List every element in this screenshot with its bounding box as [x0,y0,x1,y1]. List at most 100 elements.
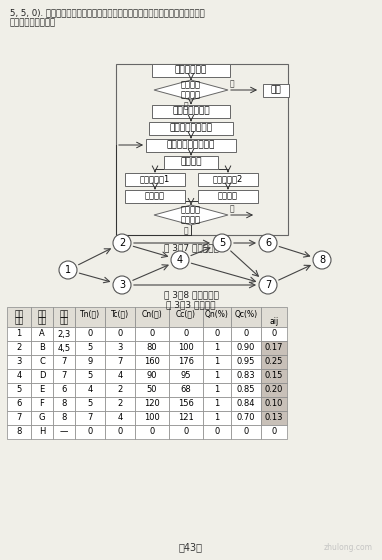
Text: B: B [39,343,45,352]
Text: 0: 0 [117,329,123,338]
Text: 100: 100 [178,343,194,352]
Text: 4: 4 [16,371,22,380]
Text: 7: 7 [87,413,93,422]
Text: 0.83: 0.83 [237,371,255,380]
Text: 转化为相对适应值: 转化为相对适应值 [170,124,212,133]
Bar [53,397,75,411]
Text: 图 3－7 算法流程图: 图 3－7 算法流程图 [163,243,219,252]
Bar [7,369,31,383]
Bar [203,355,231,369]
Bar [203,425,231,439]
Text: 2,3: 2,3 [57,329,71,338]
Bar [75,327,105,341]
Bar [164,156,218,169]
Bar [231,397,261,411]
Text: 0: 0 [183,329,189,338]
Text: H: H [39,427,45,436]
Text: 156: 156 [178,399,194,408]
Bar [7,355,31,369]
Text: 7: 7 [62,357,67,366]
Text: 4,5: 4,5 [57,343,71,352]
Bar [75,383,105,397]
Bar [7,425,31,439]
Bar [169,307,203,327]
Bar [263,83,289,96]
Text: 计算个体目标值: 计算个体目标值 [172,106,210,115]
Bar [261,327,287,341]
Text: 5: 5 [16,385,22,394]
Bar [53,383,75,397]
Text: Cc(元): Cc(元) [176,310,196,319]
Circle shape [259,276,277,294]
Text: 80: 80 [147,343,157,352]
Bar [198,189,258,203]
Text: 160: 160 [144,357,160,366]
Text: －43－: －43－ [179,542,203,552]
Bar [261,355,287,369]
Circle shape [113,234,131,252]
Bar [261,341,287,355]
Text: Qc(%): Qc(%) [235,310,257,319]
Text: 1: 1 [214,413,220,422]
Text: 0: 0 [243,329,249,338]
Text: 依适应值选择两个体: 依适应值选择两个体 [167,141,215,150]
Text: 95: 95 [181,371,191,380]
Text: 50: 50 [147,385,157,394]
Text: 0.10: 0.10 [265,399,283,408]
Text: 7: 7 [16,413,22,422]
Bar [261,383,287,397]
Text: 5: 5 [87,371,92,380]
Text: 0.95: 0.95 [237,357,255,366]
Text: 工作: 工作 [15,310,24,319]
Text: 0: 0 [87,329,92,338]
Text: 了该算法的可行性。: 了该算法的可行性。 [10,18,56,27]
Bar [135,411,169,425]
Bar [7,327,31,341]
Text: 5: 5 [87,399,92,408]
Bar [169,425,203,439]
Bar [53,411,75,425]
Text: 0.20: 0.20 [265,385,283,394]
Bar [53,369,75,383]
Text: 0.15: 0.15 [265,371,283,380]
Text: 0: 0 [149,329,155,338]
Bar [31,425,53,439]
Text: 4: 4 [117,413,123,422]
Polygon shape [154,205,228,225]
Text: 0.17: 0.17 [265,343,283,352]
Bar [169,369,203,383]
Bar [135,355,169,369]
Text: 3: 3 [119,280,125,290]
Text: 1: 1 [65,265,71,275]
Text: 3: 3 [117,343,123,352]
Bar [105,397,135,411]
Text: —: — [60,427,68,436]
Text: Tn(天): Tn(天) [80,310,100,319]
Circle shape [171,251,189,269]
Bar [105,369,135,383]
Text: 工作: 工作 [59,316,69,325]
Bar [31,369,53,383]
Bar [75,425,105,439]
Text: F: F [40,399,44,408]
Bar [203,369,231,383]
Bar [152,63,230,77]
Text: A: A [39,329,45,338]
Bar [105,327,135,341]
Bar [75,397,105,411]
Text: 5, 5, 0). 本论文使用数举法对结果进行了验证，得出了与上面相同的结论。证明: 5, 5, 0). 本论文使用数举法对结果进行了验证，得出了与上面相同的结论。证… [10,8,205,17]
Text: 3: 3 [16,357,22,366]
Text: 1: 1 [214,343,220,352]
Text: 6: 6 [16,399,22,408]
Text: 0: 0 [271,427,277,436]
Text: 1: 1 [214,385,220,394]
Text: 0: 0 [243,427,249,436]
Bar [7,397,31,411]
Bar [152,105,230,118]
Text: 4: 4 [87,385,92,394]
Bar [75,411,105,425]
Text: 7: 7 [117,357,123,366]
Bar [231,307,261,327]
Bar [198,172,258,185]
Bar [7,383,31,397]
